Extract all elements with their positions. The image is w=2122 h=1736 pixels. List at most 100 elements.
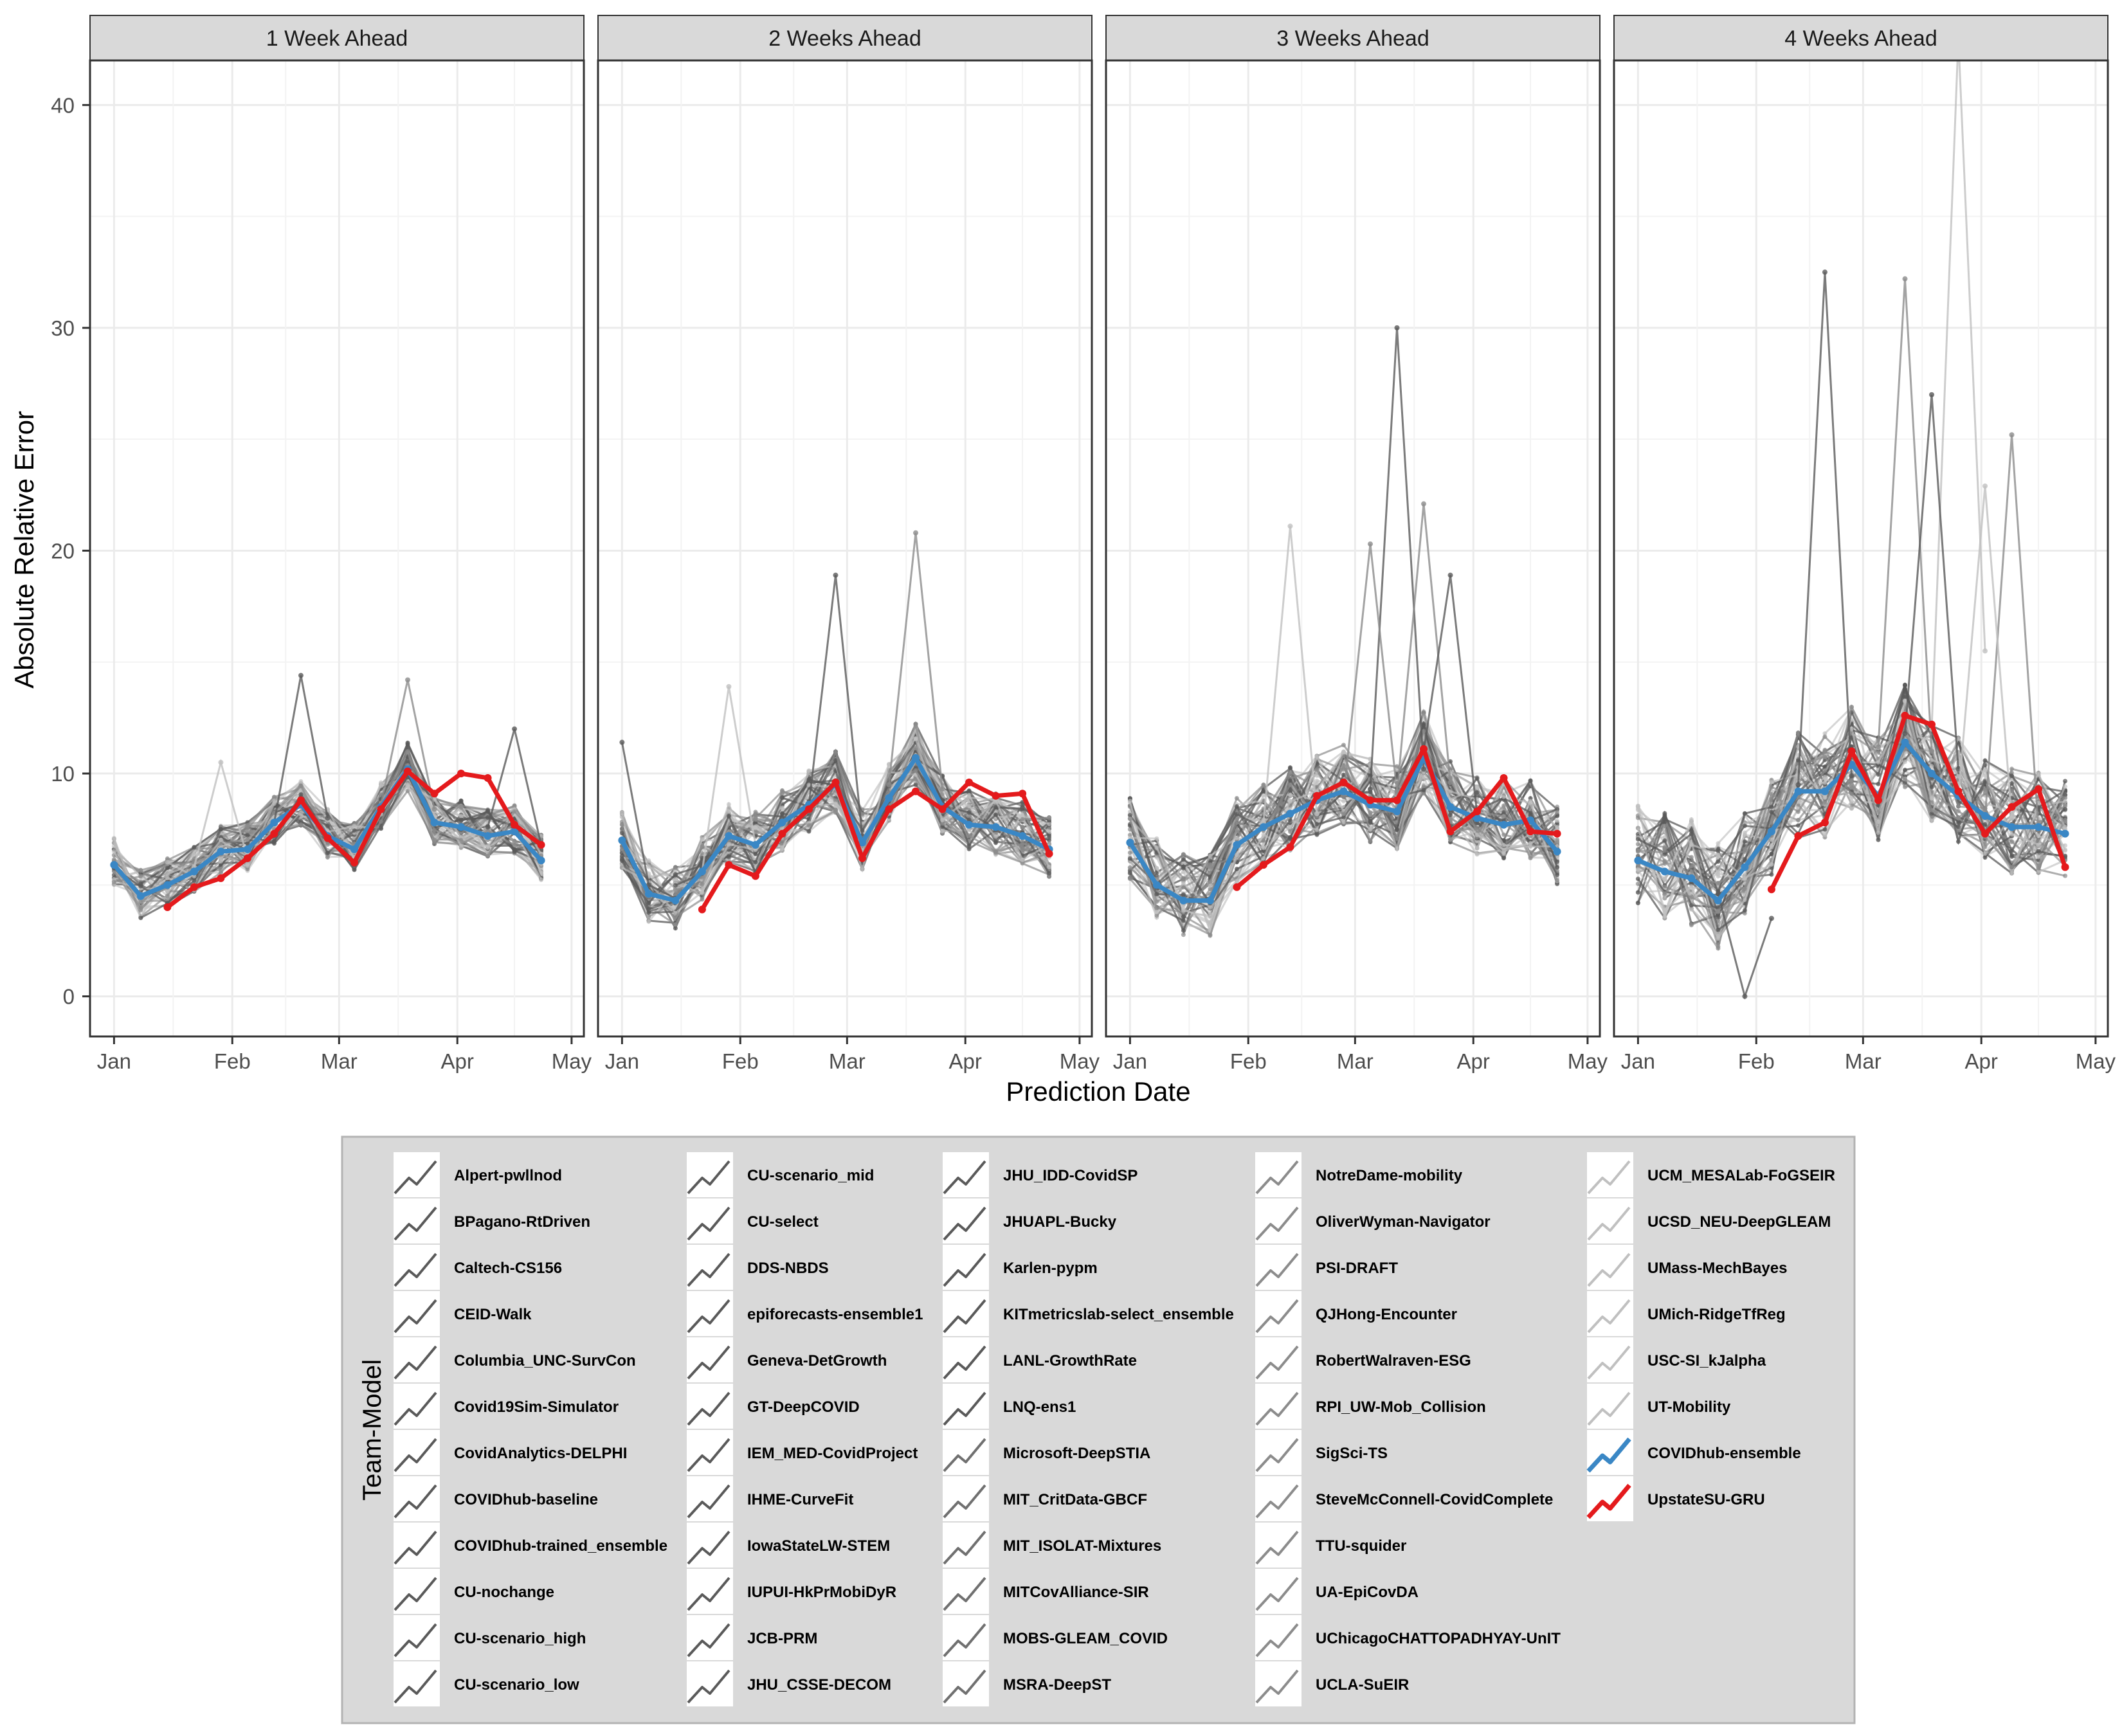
team-model-point bbox=[1795, 818, 1800, 823]
legend-key bbox=[394, 1198, 440, 1243]
team-model-point bbox=[1982, 758, 1988, 763]
team-model-point bbox=[1154, 910, 1159, 915]
legend-label: LNQ-ens1 bbox=[1003, 1398, 1076, 1416]
ensemble-point bbox=[1741, 863, 1749, 871]
team-model-point bbox=[1341, 750, 1346, 755]
team-model-point bbox=[1769, 779, 1774, 784]
team-model-point bbox=[966, 795, 972, 800]
team-model-point bbox=[619, 854, 624, 859]
team-model-point bbox=[1902, 768, 1907, 773]
facet-strip-label: 4 Weeks Ahead bbox=[1784, 26, 1937, 51]
team-model-point bbox=[1421, 725, 1426, 730]
team-model-point bbox=[966, 804, 972, 809]
team-model-point bbox=[1047, 842, 1052, 847]
team-model-point bbox=[1929, 818, 1934, 824]
legend-key-line bbox=[1255, 1484, 1299, 1519]
team-model-point bbox=[1716, 927, 1721, 932]
legend-item: Caltech-CS156 bbox=[394, 1245, 562, 1290]
team-model-point bbox=[1421, 788, 1426, 793]
team-model-point bbox=[165, 860, 170, 865]
ensemble-point bbox=[1393, 807, 1401, 815]
team-model-point bbox=[1742, 993, 1748, 999]
team-model-point bbox=[1047, 838, 1052, 843]
upstate-point bbox=[1233, 883, 1241, 891]
team-model-point bbox=[1154, 865, 1159, 871]
team-model-point bbox=[1982, 779, 1988, 784]
team-model-point bbox=[1876, 772, 1881, 777]
team-model-point bbox=[913, 745, 918, 750]
panel-border bbox=[1105, 59, 1601, 1038]
legend-key bbox=[687, 1476, 733, 1521]
ensemble-point bbox=[270, 818, 278, 827]
team-model-point bbox=[1795, 823, 1800, 828]
y-tick-label: 10 bbox=[51, 762, 75, 786]
team-model-point bbox=[271, 795, 277, 800]
team-model-point bbox=[1662, 860, 1667, 865]
x-tick-label: Jan bbox=[97, 1049, 131, 1073]
team-model-point bbox=[1234, 804, 1239, 809]
legend-key-line bbox=[687, 1669, 730, 1704]
upstate-point bbox=[323, 834, 332, 842]
team-model-point bbox=[1181, 918, 1186, 923]
team-model-point bbox=[298, 812, 304, 817]
team-model-point bbox=[1555, 873, 1560, 878]
team-model-point bbox=[1716, 849, 1721, 854]
facet-panel: 4 Weeks Ahead Jan Feb Mar Apr May bbox=[1613, 15, 2116, 1073]
upstate-point bbox=[965, 778, 974, 786]
team-model-point bbox=[1822, 775, 1827, 780]
team-model-point bbox=[1447, 779, 1453, 785]
team-model-point bbox=[1716, 841, 1721, 846]
team-model-point bbox=[1287, 829, 1292, 835]
team-model-point bbox=[1715, 891, 1721, 897]
y-tick-label: 0 bbox=[63, 985, 75, 1009]
team-model-lines bbox=[618, 530, 1053, 931]
team-model-point bbox=[1421, 710, 1426, 715]
ensemble-point bbox=[190, 867, 198, 876]
team-model-point bbox=[378, 780, 383, 785]
team-model-point bbox=[913, 768, 918, 773]
team-model-point bbox=[1208, 914, 1213, 919]
x-tick-label: Feb bbox=[722, 1049, 759, 1073]
team-model-point bbox=[1448, 813, 1453, 818]
team-model-point bbox=[1314, 773, 1319, 778]
team-model-point bbox=[700, 882, 705, 887]
legend-key bbox=[943, 1523, 989, 1568]
team-model-point bbox=[1154, 892, 1159, 897]
upstate-point bbox=[484, 773, 492, 782]
team-model-point bbox=[2009, 831, 2015, 836]
ensemble-point bbox=[243, 845, 251, 853]
ensemble-point bbox=[1660, 867, 1669, 876]
team-model-point bbox=[245, 841, 250, 846]
team-model-point bbox=[966, 833, 972, 838]
team-model-point bbox=[165, 894, 170, 899]
legend-key-line bbox=[943, 1530, 986, 1565]
upstate-point bbox=[885, 805, 893, 813]
team-model-point bbox=[1689, 854, 1694, 860]
legend-key-line bbox=[687, 1577, 730, 1611]
legend-key-line bbox=[687, 1160, 730, 1195]
legend-key bbox=[943, 1476, 989, 1521]
team-model-point bbox=[1982, 648, 1988, 654]
legend-item: UMass-MechBayes bbox=[1587, 1245, 1787, 1290]
legend-item: COVIDhub-trained_ensemble bbox=[394, 1523, 667, 1568]
team-model-point bbox=[2063, 795, 2068, 800]
team-model-point bbox=[1261, 789, 1266, 794]
upstate-point bbox=[804, 805, 813, 813]
team-model-point bbox=[700, 844, 705, 849]
team-model-point bbox=[1555, 809, 1560, 815]
team-model-point bbox=[1394, 846, 1399, 851]
ensemble-point bbox=[1794, 787, 1802, 795]
team-model-lines bbox=[110, 673, 545, 921]
team-model-point bbox=[1474, 784, 1480, 790]
x-tick-label: Apr bbox=[949, 1049, 982, 1073]
team-model-point bbox=[1474, 852, 1480, 857]
team-model-point bbox=[1902, 682, 1907, 687]
legend-item: USC-SI_kJalpha bbox=[1587, 1337, 1766, 1382]
team-model-point bbox=[1876, 750, 1881, 755]
team-model-point bbox=[1876, 781, 1881, 786]
team-model-point bbox=[1635, 804, 1640, 809]
legend-key bbox=[687, 1245, 733, 1290]
team-model-point bbox=[111, 836, 116, 841]
legend-item: MOBS-GLEAM_COVID bbox=[943, 1615, 1168, 1660]
team-model-point bbox=[245, 833, 250, 838]
